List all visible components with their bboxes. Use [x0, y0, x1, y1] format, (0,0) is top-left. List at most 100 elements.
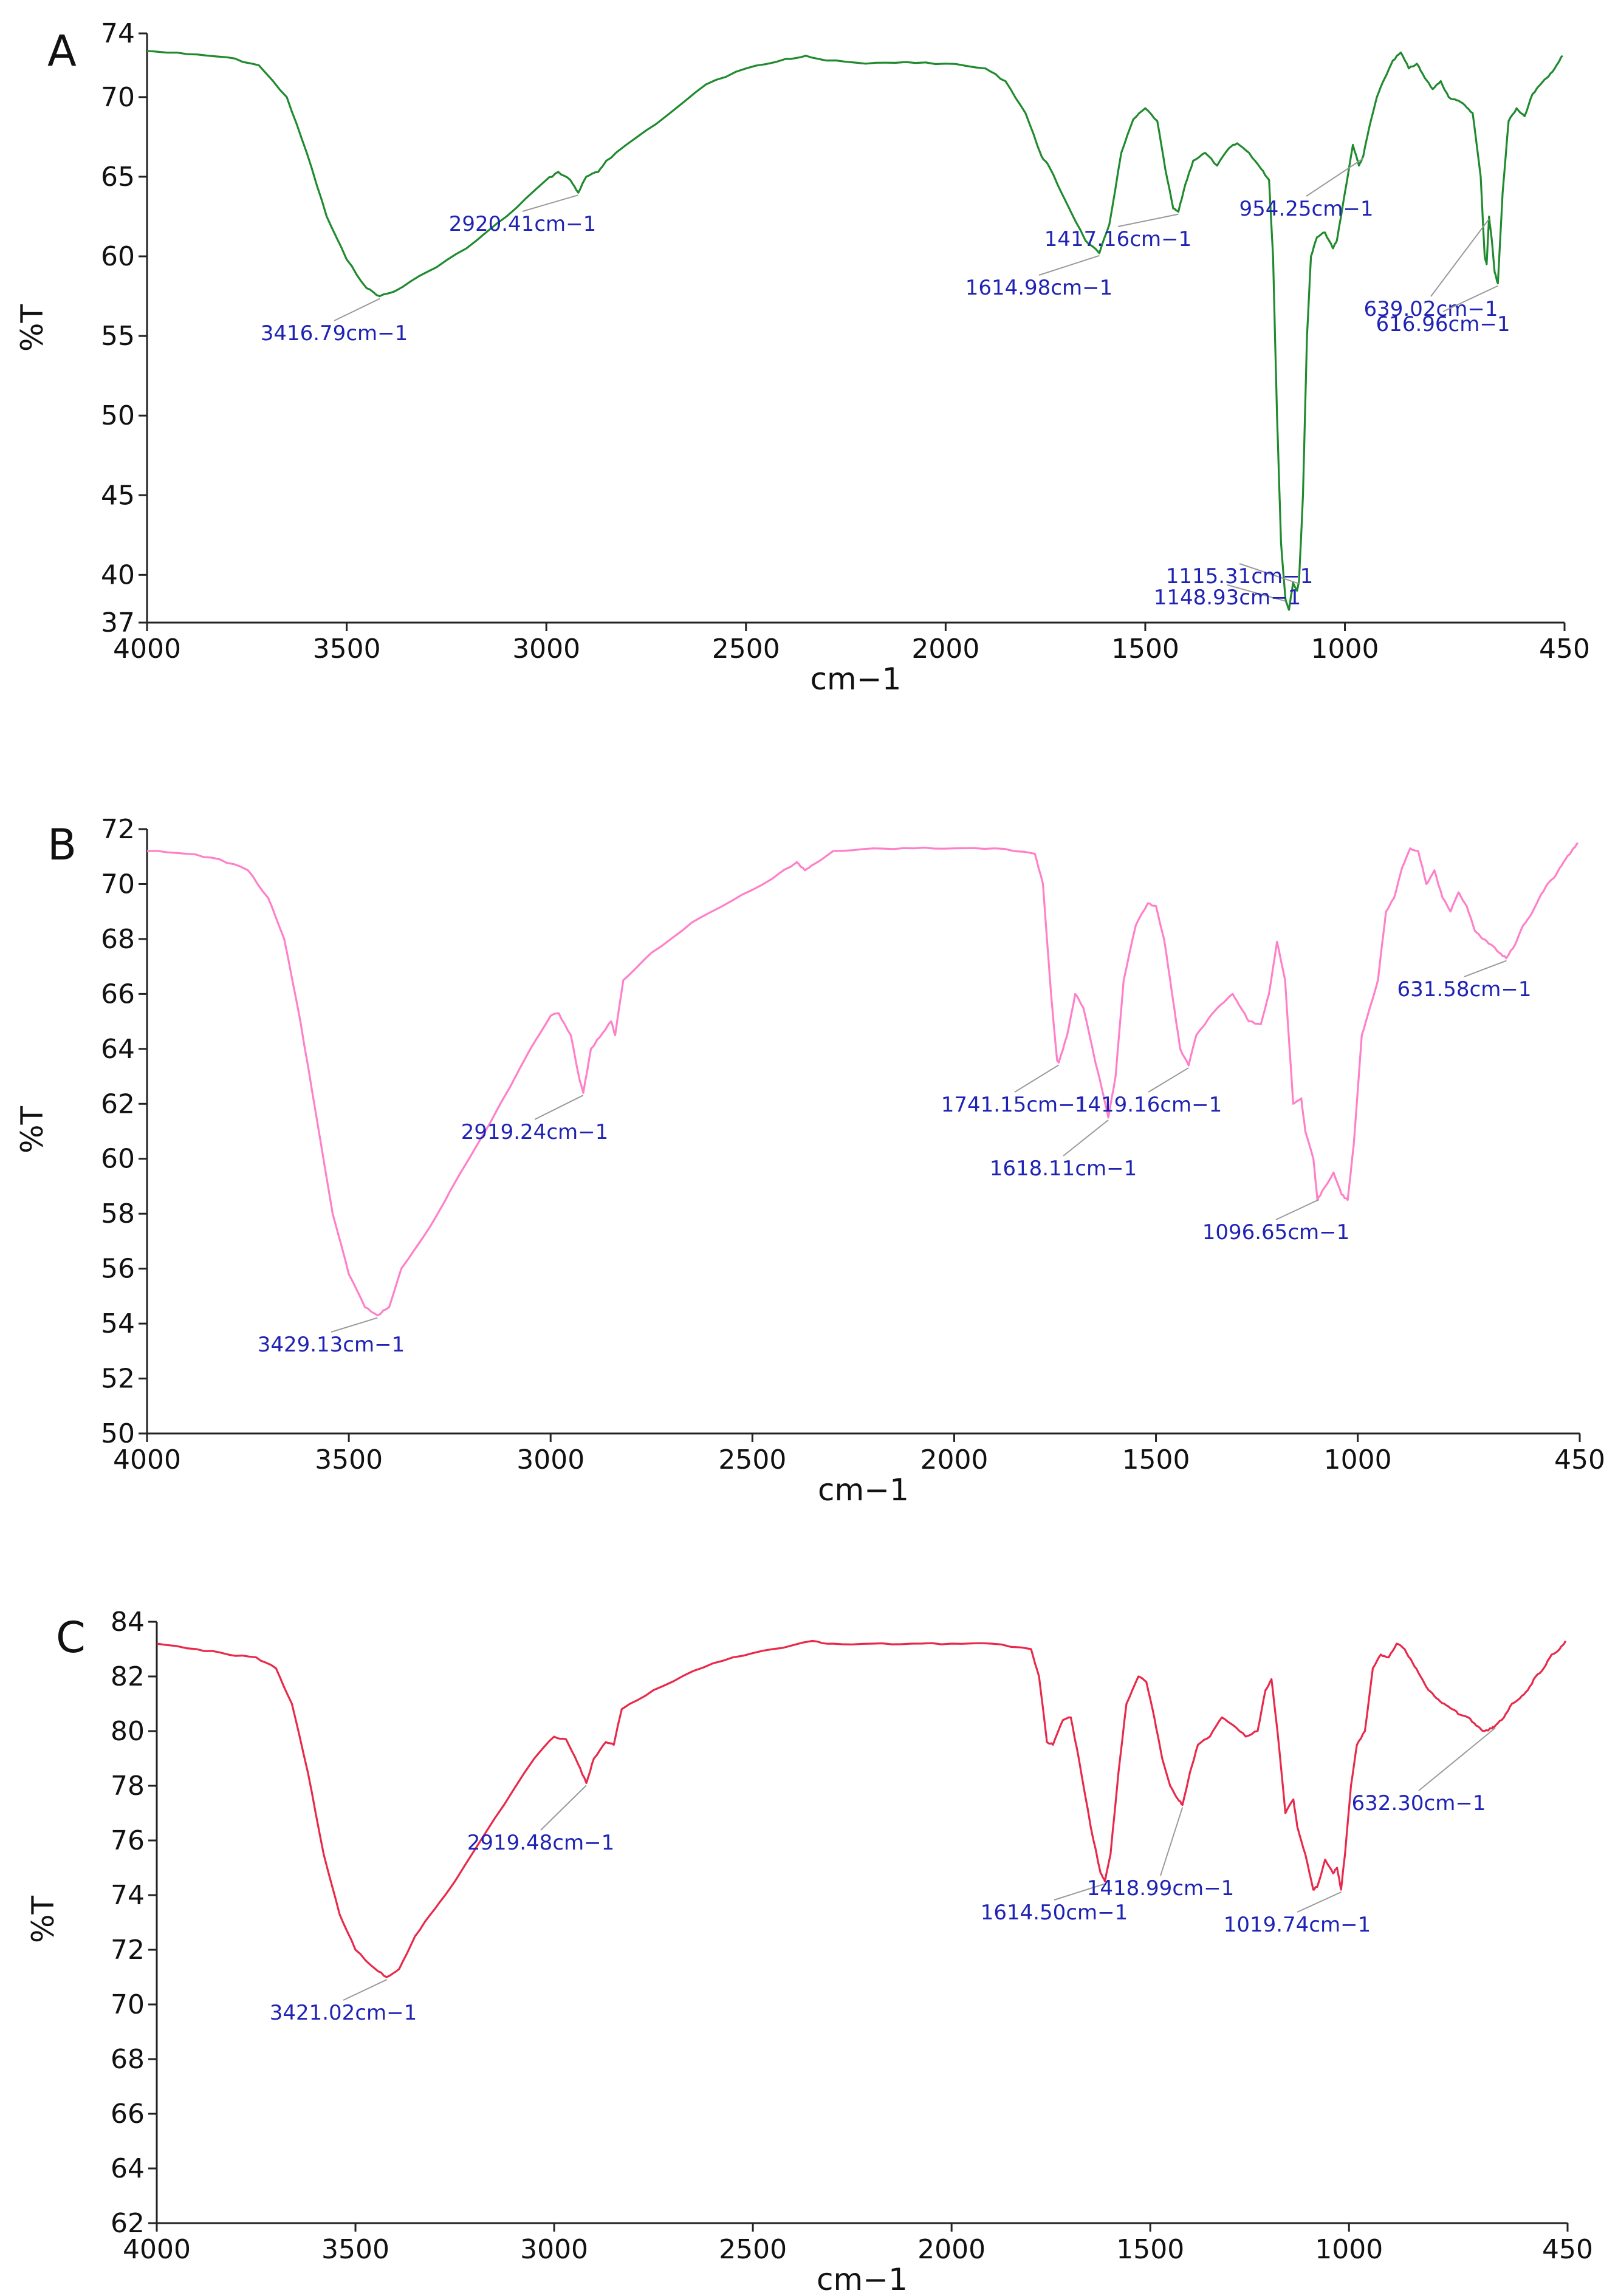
panel-b-peak-annotation: 631.58cm−1 [1397, 977, 1532, 1002]
panel-b-y-tick-label: 50 [101, 1418, 135, 1449]
panel-c-y-tick-label: 80 [111, 1716, 145, 1747]
panel-c-y-tick-label: 64 [111, 2153, 145, 2184]
panel-a-peak-annotation: 1614.98cm−1 [965, 276, 1113, 300]
panel-c-y-tick-label: 62 [111, 2208, 145, 2239]
panel-a-peak-annotation: 1417.16cm−1 [1044, 227, 1192, 251]
panel-b-y-axis-title: %T [15, 1106, 50, 1154]
panel-c-x-tick-label: 3500 [321, 2234, 389, 2265]
panel-b-annotation-leader [1014, 1064, 1059, 1093]
panel-c-y-axis-title: %T [26, 1896, 61, 1944]
panel-a-annotation-leader [1239, 563, 1300, 584]
panel-a-y-axis-title: %T [15, 304, 50, 352]
panel-b-x-tick-label: 1000 [1324, 1444, 1392, 1475]
panel-b-y-tick-label: 64 [101, 1034, 135, 1065]
panel-c-peak-annotation: 1614.50cm−1 [981, 1901, 1128, 1925]
panel-b-annotation-leader [1275, 1199, 1319, 1220]
panel-c-y-tick-label: 78 [111, 1771, 145, 1802]
panel-a-peak-annotation: 1115.31cm−1 [1166, 564, 1314, 589]
panel-b-y-tick-label: 52 [101, 1364, 135, 1395]
panel-a-spectrum-line [146, 50, 1563, 611]
panel-a-annotation-leader [1306, 158, 1364, 197]
panel-c-x-tick-label: 4000 [123, 2234, 191, 2265]
panel-a-y-tick-label: 37 [101, 607, 135, 638]
panel-a-y-tick-label: 40 [101, 559, 135, 590]
panel-b-peak-annotation: 1419.16cm−1 [1075, 1093, 1222, 1117]
panel-a-peak-annotation: 954.25cm−1 [1239, 197, 1374, 221]
panel-c-annotation-leader [1160, 1807, 1184, 1876]
panel-b-y-tick-label: 60 [101, 1144, 135, 1175]
panel-c-y-tick-label: 66 [111, 2099, 145, 2130]
panel-a-annotation-leader [1442, 285, 1498, 312]
panel-b-y-tick-label: 66 [101, 979, 135, 1010]
panel-c-spectrum-line [156, 1639, 1567, 1978]
panel-a-peak-annotation: 639.02cm−1 [1364, 297, 1498, 321]
panel-c-y-tick-label: 68 [111, 2044, 145, 2075]
panel-a-annotation-leader [1227, 584, 1286, 602]
panel-c-annotation-leader [1418, 1727, 1496, 1791]
panel-b-spectrum-line [146, 842, 1579, 1317]
panel-a-x-tick-label: 1000 [1311, 634, 1379, 665]
panel-b-y-tick-label: 62 [101, 1088, 135, 1119]
panel-a-annotation-leader [1430, 218, 1490, 297]
panel-c-x-tick-label: 1000 [1315, 2234, 1383, 2265]
panel-b-annotation-leader [1464, 960, 1507, 977]
panel-c-x-tick-label: 3000 [520, 2234, 588, 2265]
panel-b-y-tick-label: 54 [101, 1308, 135, 1339]
panel-b-peak-annotation: 1618.11cm−1 [990, 1157, 1137, 1181]
panel-a: A 4000 3500 3000 2500 2000 1500 1000 450 37 40 45 50… [15, 18, 1590, 697]
panel-b-x-axis-title: cm−1 [818, 1472, 909, 1508]
panel-c-peak-annotation: 3421.02cm−1 [270, 2001, 417, 2025]
panel-a-y-tick-label: 65 [101, 162, 135, 193]
panel-c-x-axis-title: cm−1 [817, 2262, 908, 2296]
panel-a-x-tick-label: 2000 [911, 634, 979, 665]
panel-b-x-tick-label: 3500 [315, 1444, 383, 1475]
panel-b: B 4000 3500 3000 2500 2000 1500 1000 450 50 52 54 56… [15, 814, 1605, 1508]
panel-b-y-tick-label: 68 [101, 924, 135, 955]
panel-b-peak-annotation: 3429.13cm−1 [258, 1333, 405, 1357]
panel-b-x-tick-label: 2500 [718, 1444, 786, 1475]
panel-b-x-tick-label: 1500 [1122, 1444, 1190, 1475]
panel-b-annotation-leader [331, 1317, 378, 1333]
panel-b-peak-annotation: 1741.15cm−1 [941, 1093, 1089, 1117]
panel-a-y-tick-label: 60 [101, 241, 135, 272]
panel-b-y-tick-label: 56 [101, 1254, 135, 1285]
panel-b-annotation-leader [534, 1095, 584, 1120]
panel-b-x-tick-label: 3000 [516, 1444, 584, 1475]
panel-a-y-tick-label: 70 [101, 82, 135, 113]
panel-b-y-tick-label: 70 [101, 869, 135, 900]
panel-c-label: C [56, 1613, 86, 1662]
panel-c-x-tick-label: 2500 [719, 2234, 787, 2265]
panel-c-peak-annotation: 1019.74cm−1 [1224, 1913, 1371, 1937]
panel-a-y-tick-label: 45 [101, 480, 135, 511]
panel-b-y-tick-label: 72 [101, 814, 135, 845]
panel-c-y-tick-label: 72 [111, 1935, 145, 1966]
panel-b-x-tick-label: 450 [1554, 1444, 1605, 1475]
panel-c-peak-annotation: 632.30cm−1 [1352, 1791, 1486, 1816]
panel-b-y-tick-label: 58 [101, 1198, 135, 1229]
panel-b-peak-annotation: 2919.24cm−1 [461, 1120, 609, 1144]
panel-c-peak-annotation: 2919.48cm−1 [467, 1831, 615, 1855]
panel-a-x-tick-label: 3500 [313, 634, 381, 665]
panel-b-x-tick-label: 4000 [113, 1444, 181, 1475]
panel-c-x-tick-label: 1500 [1116, 2234, 1184, 2265]
panel-c-x-tick-label: 2000 [917, 2234, 986, 2265]
panel-c-x-tick-label: 450 [1542, 2234, 1593, 2265]
panel-a-x-tick-label: 450 [1539, 634, 1590, 665]
panel-c-y-tick-label: 70 [111, 1989, 145, 2020]
panel-a-peak-annotation: 616.96cm−1 [1376, 312, 1510, 337]
panel-a-y-tick-label: 74 [101, 18, 135, 49]
panel-c-annotation-leader [343, 1979, 388, 2001]
panel-c-y-tick-label: 74 [111, 1880, 145, 1911]
panel-a-x-tick-label: 3000 [512, 634, 580, 665]
panel-b-annotation-leader [1063, 1119, 1109, 1157]
panel-c-annotation-leader [1054, 1883, 1105, 1901]
panel-c-annotation-leader [540, 1785, 587, 1831]
panel-a-x-axis-title: cm−1 [811, 661, 902, 697]
panel-b-label: B [47, 820, 77, 870]
panel-a-annotation-leader [1117, 213, 1179, 227]
panel-a-y-tick-label: 55 [101, 321, 135, 352]
panel-a-x-tick-label: 1500 [1111, 634, 1179, 665]
panel-c-y-tick-label: 84 [111, 1607, 145, 1638]
panel-c-annotation-leader [1297, 1891, 1342, 1913]
